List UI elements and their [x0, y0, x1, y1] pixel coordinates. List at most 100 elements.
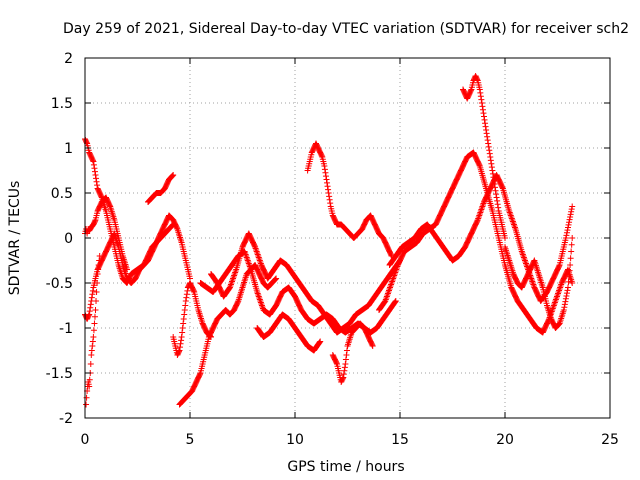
data-point [254, 251, 261, 258]
data-point [91, 313, 98, 320]
data-point [230, 274, 237, 280]
data-point [184, 287, 191, 294]
data-point [369, 341, 376, 348]
data-point [552, 296, 559, 303]
data-point [87, 361, 94, 367]
data-point [91, 218, 98, 225]
data-point [567, 262, 574, 268]
data-point [93, 289, 100, 295]
x-tick-label: 0 [81, 432, 90, 448]
data-point [569, 280, 576, 286]
data-point [272, 276, 279, 283]
data-point [493, 191, 500, 198]
data-point [482, 123, 489, 130]
data-point [569, 235, 576, 241]
data-point [180, 316, 187, 322]
data-point [509, 217, 516, 223]
data-point [341, 367, 348, 374]
data-point [568, 241, 575, 248]
data-point [508, 214, 515, 220]
data-point [530, 281, 537, 288]
data-point [562, 298, 569, 305]
data-point [479, 202, 486, 208]
data-point [369, 343, 376, 349]
data-point [551, 299, 558, 306]
data-point [567, 211, 574, 218]
data-point [392, 298, 399, 305]
data-point [177, 340, 184, 347]
data-point [484, 133, 491, 140]
series-c [82, 221, 177, 322]
data-point [322, 173, 329, 180]
data-point [273, 275, 280, 282]
data-point [565, 278, 572, 285]
data-point [93, 178, 100, 185]
data-point [476, 86, 483, 93]
data-point [563, 229, 570, 236]
data-point [87, 304, 94, 311]
data-point [244, 256, 251, 262]
data-point [557, 283, 564, 289]
data-point [477, 93, 484, 100]
x-tick-label: 25 [601, 432, 619, 448]
data-point [553, 295, 560, 301]
data-point [317, 338, 324, 345]
data-point [258, 301, 265, 307]
data-point [552, 298, 559, 304]
data-point [243, 254, 250, 261]
data-point [492, 184, 499, 191]
data-point [507, 212, 514, 219]
data-point [87, 301, 94, 308]
data-point [257, 298, 264, 304]
data-point [256, 295, 263, 301]
data-point [255, 293, 262, 300]
data-point [508, 215, 515, 222]
series-n [386, 172, 576, 304]
data-point [483, 127, 490, 133]
data-point [475, 214, 482, 220]
y-tick-label: 1 [64, 141, 73, 157]
data-point [478, 100, 485, 106]
data-point [231, 272, 238, 279]
data-point [484, 137, 491, 144]
data-point [478, 205, 485, 211]
data-point [566, 219, 573, 226]
data-point [556, 287, 563, 294]
data-point [88, 347, 95, 354]
data-point [479, 103, 486, 110]
data-point [523, 260, 529, 267]
data-point [489, 167, 496, 174]
data-point [519, 251, 526, 258]
data-point [385, 287, 392, 294]
data-point [488, 164, 495, 171]
data-point [568, 248, 575, 255]
data-point [93, 298, 100, 304]
x-tick-label: 15 [391, 432, 409, 448]
data-point [318, 152, 325, 159]
data-point [387, 283, 394, 289]
data-point [477, 209, 484, 216]
data-point [173, 224, 180, 231]
data-point [386, 286, 393, 292]
data-point [384, 290, 391, 297]
series-e [145, 172, 177, 205]
data-point [175, 348, 182, 355]
data-point [169, 222, 176, 229]
data-point [509, 218, 516, 225]
data-point [562, 235, 569, 241]
data-point [510, 220, 517, 226]
data-point [256, 257, 263, 264]
data-point [89, 287, 96, 294]
data-point [96, 257, 103, 264]
y-tick-label: -1 [59, 321, 73, 337]
data-point [553, 293, 560, 300]
series-d [83, 253, 103, 408]
data-point [90, 158, 97, 165]
data-point [555, 290, 562, 297]
y-axis-label: SDTVAR / TECUs [7, 181, 23, 296]
x-axis-label: GPS time / hours [287, 459, 404, 475]
data-point [490, 174, 497, 181]
data-point [253, 247, 260, 253]
data-point [565, 224, 571, 231]
data-point [229, 277, 236, 283]
